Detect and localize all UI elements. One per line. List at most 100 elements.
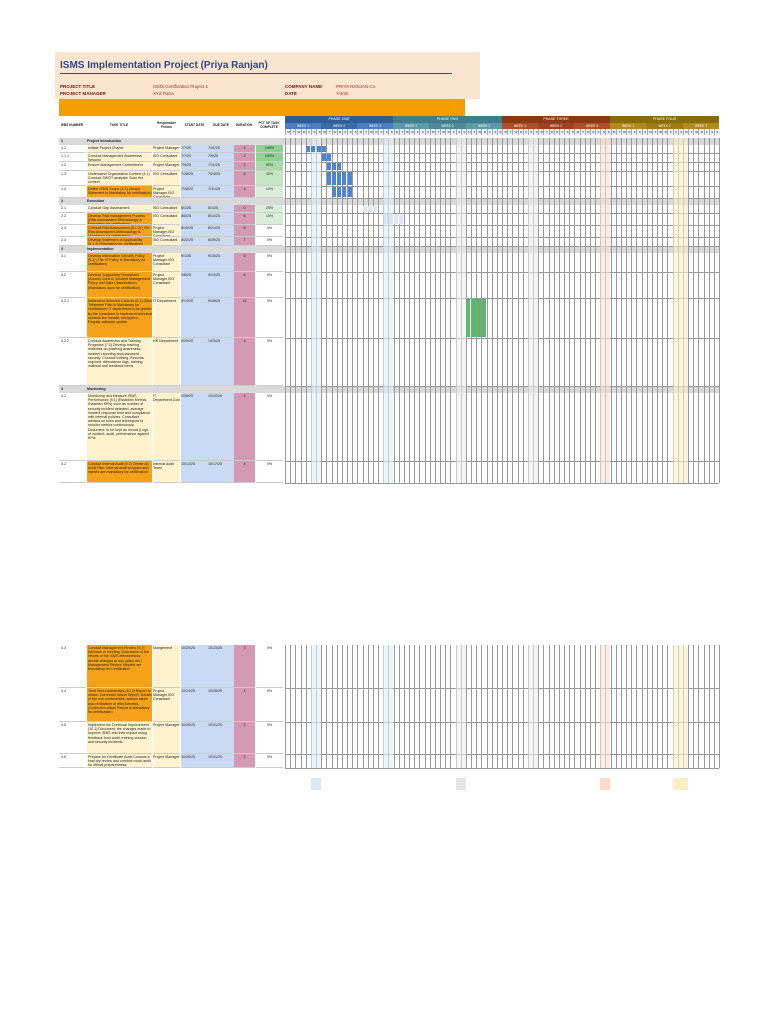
title-underline xyxy=(60,73,452,74)
duration: 14 xyxy=(234,298,255,338)
duration: 4 xyxy=(234,145,255,153)
task-title[interactable]: Conduct Management Review (9.3) (Minutes… xyxy=(87,645,152,688)
day-letter: S xyxy=(641,129,648,135)
task-title[interactable]: Ensure Management Commitment xyxy=(87,162,152,171)
date-value[interactable]: 7/4/25 xyxy=(336,91,349,96)
day-letter: F xyxy=(703,129,710,135)
start-date: 8/8/25 xyxy=(181,213,208,225)
responsible-person: Project Manager,ISO Consultant xyxy=(153,688,180,722)
day-letter: M xyxy=(357,129,364,135)
day-letter: R xyxy=(481,129,488,135)
grid-col-line xyxy=(548,138,550,483)
week-header: WEEK 2 xyxy=(321,123,357,129)
task-title[interactable]: Implement the Continual Improvement (10.… xyxy=(87,722,152,754)
grid-col-line xyxy=(424,138,426,483)
grid-col-line xyxy=(290,645,292,768)
task-title[interactable]: Conduct Risk Assessment (6.1.2) (The Ris… xyxy=(87,225,152,237)
responsible-person: Project Manager xyxy=(153,162,180,171)
task-title[interactable]: Develop Risk management Process (Risk As… xyxy=(87,213,152,225)
weekend-shade-tail xyxy=(310,778,322,790)
section-title: Execution xyxy=(87,199,105,203)
responsible-person: ISO Consultant xyxy=(153,171,180,186)
grid-col-line xyxy=(367,645,369,768)
day-letter: M xyxy=(321,129,328,135)
day-letter: T xyxy=(362,129,369,135)
task-title[interactable]: Initiate Project Charter xyxy=(87,145,152,153)
day-letter: R xyxy=(626,129,633,135)
grid-col-line xyxy=(372,138,374,483)
date-label: DATE xyxy=(285,91,297,96)
grid-col-line xyxy=(378,645,379,768)
day-letter: T xyxy=(434,129,441,135)
wbs-number: 3.3.2 xyxy=(59,338,86,386)
pct-complete: 0% xyxy=(256,298,283,338)
wbs-number: 2 xyxy=(61,199,63,203)
day-letter: T xyxy=(579,129,586,135)
task-title[interactable]: Implement Selected Controls (6.1) (Risk … xyxy=(87,298,152,338)
day-letter: W xyxy=(693,129,700,135)
duration: 4 xyxy=(234,688,255,722)
phase-one-header: PHASE ONE xyxy=(285,116,393,123)
responsible-person: ISO Consultant xyxy=(153,205,180,213)
responsible-person: ISO Consultant xyxy=(153,237,180,246)
task-title[interactable]: Understand Organization Context (4.1) Co… xyxy=(87,171,152,186)
grid-col-line xyxy=(352,138,354,483)
grid-col-line xyxy=(708,645,710,768)
gantt-bar-cell xyxy=(342,187,347,197)
task-title[interactable]: Conduct Gap Assessment xyxy=(87,205,152,213)
grid-col-line xyxy=(651,645,653,768)
task-title[interactable]: Monitoring and Measure ISMS Performance … xyxy=(87,393,152,461)
task-title[interactable]: Define ISMS Scope (4.3) (Scope Statement… xyxy=(87,186,152,198)
grid-col-line xyxy=(569,645,571,768)
task-title[interactable]: Prepare for Certificate Audit Conduct a … xyxy=(87,754,152,768)
grid-col-line xyxy=(341,645,343,768)
task-title[interactable]: Develop Supporting Procedures (Access Co… xyxy=(87,272,152,298)
task-title[interactable]: Develop Information Security Policy (5.2… xyxy=(87,253,152,272)
grid-col-line xyxy=(305,645,307,768)
grid-col-line xyxy=(626,645,627,768)
grid-col-line xyxy=(713,138,715,483)
due-date: 10/23/25 xyxy=(208,645,234,688)
pct-complete: 0% xyxy=(256,225,283,237)
day-letter: S xyxy=(527,129,534,135)
duration: 2 xyxy=(234,754,255,768)
task-title[interactable]: Develop Statement of Applicability (6.1.… xyxy=(87,237,152,246)
due-date: 10/10/25 xyxy=(208,393,234,461)
grid-col-line xyxy=(517,138,519,483)
duration: 0 xyxy=(234,205,255,213)
grid-col-line xyxy=(341,138,343,483)
project-manager-value[interactable]: XYZ Patra xyxy=(153,91,174,96)
grid-col-line xyxy=(300,645,302,768)
day-letter: M xyxy=(502,129,509,135)
pct-complete: 0% xyxy=(256,688,283,722)
company-name-value[interactable]: PRIYA RANJAN Co. xyxy=(336,84,377,89)
day-letter: S xyxy=(310,129,317,135)
start-date: 10/13/25 xyxy=(181,461,208,483)
day-letter: F xyxy=(414,129,421,135)
day-letter: F xyxy=(486,129,493,135)
task-title[interactable]: Conduct Awareness and Training Programs … xyxy=(87,338,152,386)
wbs-number: 3.2.1 xyxy=(59,298,86,338)
project-title-value[interactable]: ISMS Certification Project 1 xyxy=(153,84,209,89)
project-title-label: PROJECT TITLE xyxy=(60,84,96,89)
task-title[interactable]: Treat Non-conformities (10.2) Report to … xyxy=(87,688,152,722)
grid-col-line xyxy=(450,645,452,768)
weekend-shade xyxy=(672,138,688,483)
due-date: 10/28/25 xyxy=(208,688,234,722)
day-letter: M xyxy=(465,129,472,135)
start-date: 9/1/25 xyxy=(181,253,208,272)
task-title[interactable]: Conduct Internal Audit (9.2) Create an A… xyxy=(87,461,152,483)
grid-col-line xyxy=(626,138,627,483)
pct-complete: 0% xyxy=(256,253,283,272)
responsible-person: HR Department xyxy=(153,338,180,386)
week-header: WEEK 3 xyxy=(357,123,393,129)
task-title[interactable]: Conduct Management Awareness Session xyxy=(87,153,152,162)
day-letter: W xyxy=(331,129,338,135)
duration: 4 xyxy=(234,338,255,386)
grid-col-line xyxy=(336,138,338,483)
day-letter: M xyxy=(646,129,653,135)
day-letter: W xyxy=(403,129,410,135)
day-letter: F xyxy=(450,129,457,135)
day-letter: F xyxy=(558,129,565,135)
due-date: 7/11/25 xyxy=(208,145,234,153)
